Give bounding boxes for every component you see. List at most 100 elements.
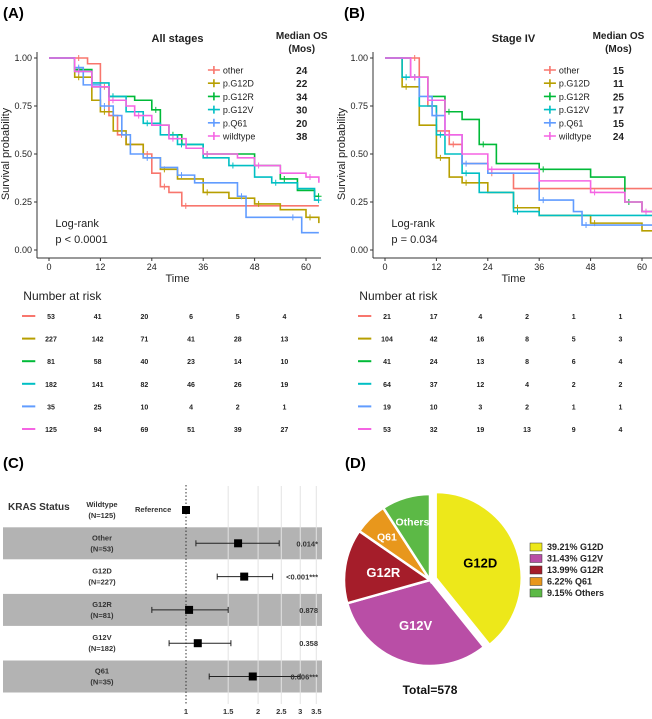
- x-tick-label: 1: [184, 707, 188, 716]
- censor-mark: [445, 131, 452, 138]
- censor-mark: [75, 55, 82, 61]
- x-tick-label: 12: [95, 262, 105, 272]
- chart-title: All stages: [152, 33, 204, 45]
- risk-count: 6: [572, 359, 576, 366]
- hazard-ratio-marker: [234, 539, 243, 548]
- x-tick-label: 1.5: [223, 707, 233, 716]
- legend-swatch: [529, 554, 543, 563]
- pie-slice-label: G12D: [463, 555, 497, 570]
- censor-mark: [463, 160, 470, 167]
- y-axis-label: Survival probability: [336, 107, 348, 200]
- legend-key-p.G12D: [207, 79, 220, 88]
- risk-count: 19: [476, 427, 484, 434]
- risk-count: 53: [47, 314, 55, 321]
- total-label: Total=578: [403, 683, 458, 697]
- legend-key-wildtype: [543, 132, 556, 140]
- censor-mark: [122, 131, 129, 138]
- censor-mark: [591, 189, 598, 196]
- censor-mark: [411, 55, 418, 61]
- x-tick-label: 36: [534, 262, 544, 272]
- risk-count: 6: [189, 314, 193, 321]
- risk-count: 10: [140, 404, 148, 411]
- panel-label: (C): [3, 455, 24, 472]
- x-axis-label: Time: [501, 273, 525, 285]
- censor-mark: [101, 103, 108, 109]
- x-tick-label: 3.5: [311, 707, 321, 716]
- risk-count: 53: [383, 427, 391, 434]
- risk-count: 13: [523, 427, 531, 434]
- median-os-value: 24: [613, 132, 625, 143]
- risk-count: 21: [383, 314, 391, 321]
- pie-slice-label: G12V: [399, 618, 433, 633]
- row-label: G12R: [92, 600, 112, 609]
- risk-count: 17: [430, 314, 438, 321]
- risk-count: 4: [478, 314, 482, 321]
- kras-status-header: KRAS Status: [8, 502, 70, 513]
- risk-count: 25: [94, 404, 102, 411]
- censor-mark: [307, 174, 313, 181]
- censor-mark: [307, 214, 313, 221]
- p-value: 0.006***: [290, 673, 318, 682]
- y-tick-label: 1.00: [350, 53, 368, 63]
- censor-mark: [514, 208, 521, 215]
- hazard-ratio-marker: [248, 672, 257, 681]
- risk-count: 1: [572, 314, 576, 321]
- risk-count: 19: [383, 404, 391, 411]
- risk-table-title: Number at risk: [359, 289, 438, 303]
- x-tick-label: 0: [382, 262, 387, 272]
- legend-title: Median OS: [593, 31, 645, 42]
- logrank-label: Log-rank: [55, 218, 99, 230]
- legend-label: wildtype: [558, 132, 592, 142]
- risk-count: 125: [45, 427, 57, 434]
- median-os-value: 15: [613, 66, 625, 77]
- censor-mark: [315, 197, 322, 204]
- censor-mark: [433, 112, 440, 119]
- legend-key-p.G12D: [543, 79, 556, 88]
- risk-count: 2: [618, 382, 622, 389]
- legend-title: Median OS: [276, 31, 328, 42]
- legend-label: p.G12V: [223, 105, 254, 115]
- legend-swatch: [529, 542, 543, 552]
- risk-count: 41: [94, 314, 102, 321]
- risk-count: 4: [525, 382, 529, 389]
- censor-mark: [144, 154, 151, 161]
- legend-key-p.Q61: [207, 118, 220, 127]
- x-tick-label: 0: [46, 262, 51, 272]
- p-value: <0.001***: [286, 573, 318, 582]
- legend-key-wildtype: [207, 132, 220, 140]
- risk-count: 4: [618, 427, 622, 434]
- censor-mark: [437, 131, 444, 138]
- censor-mark: [204, 189, 211, 196]
- risk-count: 13: [476, 359, 484, 366]
- hazard-ratio-marker: [240, 572, 249, 581]
- risk-count: 10: [430, 404, 438, 411]
- censor-mark: [488, 166, 495, 173]
- risk-count: 4: [618, 359, 622, 366]
- risk-count: 41: [383, 359, 391, 366]
- p-value: 0.878: [299, 606, 318, 615]
- y-tick-label: 0.50: [350, 149, 368, 159]
- row-n: (N=125): [88, 511, 116, 520]
- legend-label: p.G12R: [559, 92, 591, 102]
- y-tick-label: 0.50: [14, 149, 32, 159]
- row-n: (N=81): [90, 611, 114, 620]
- row-label: Wildtype: [86, 500, 117, 509]
- risk-count: 82: [140, 382, 148, 389]
- legend-label: 39.21% G12D: [547, 542, 604, 552]
- risk-count: 28: [234, 337, 242, 344]
- pie-slice-label: Others: [396, 517, 430, 529]
- pie-slice-others: [381, 492, 432, 585]
- risk-count: 3: [478, 404, 482, 411]
- median-os-value: 20: [296, 119, 308, 130]
- censor-mark: [403, 74, 410, 81]
- pie-slice-label: Q61: [377, 532, 397, 544]
- censor-mark: [238, 193, 245, 200]
- p-value: 0.358: [299, 639, 318, 648]
- risk-count: 3: [618, 337, 622, 344]
- row-label: Q61: [95, 667, 109, 676]
- legend-key-other: [543, 66, 556, 74]
- km-curve-wildtype: [49, 57, 320, 183]
- x-tick-label: 60: [301, 262, 311, 272]
- pie-slice-label: G12R: [366, 565, 401, 580]
